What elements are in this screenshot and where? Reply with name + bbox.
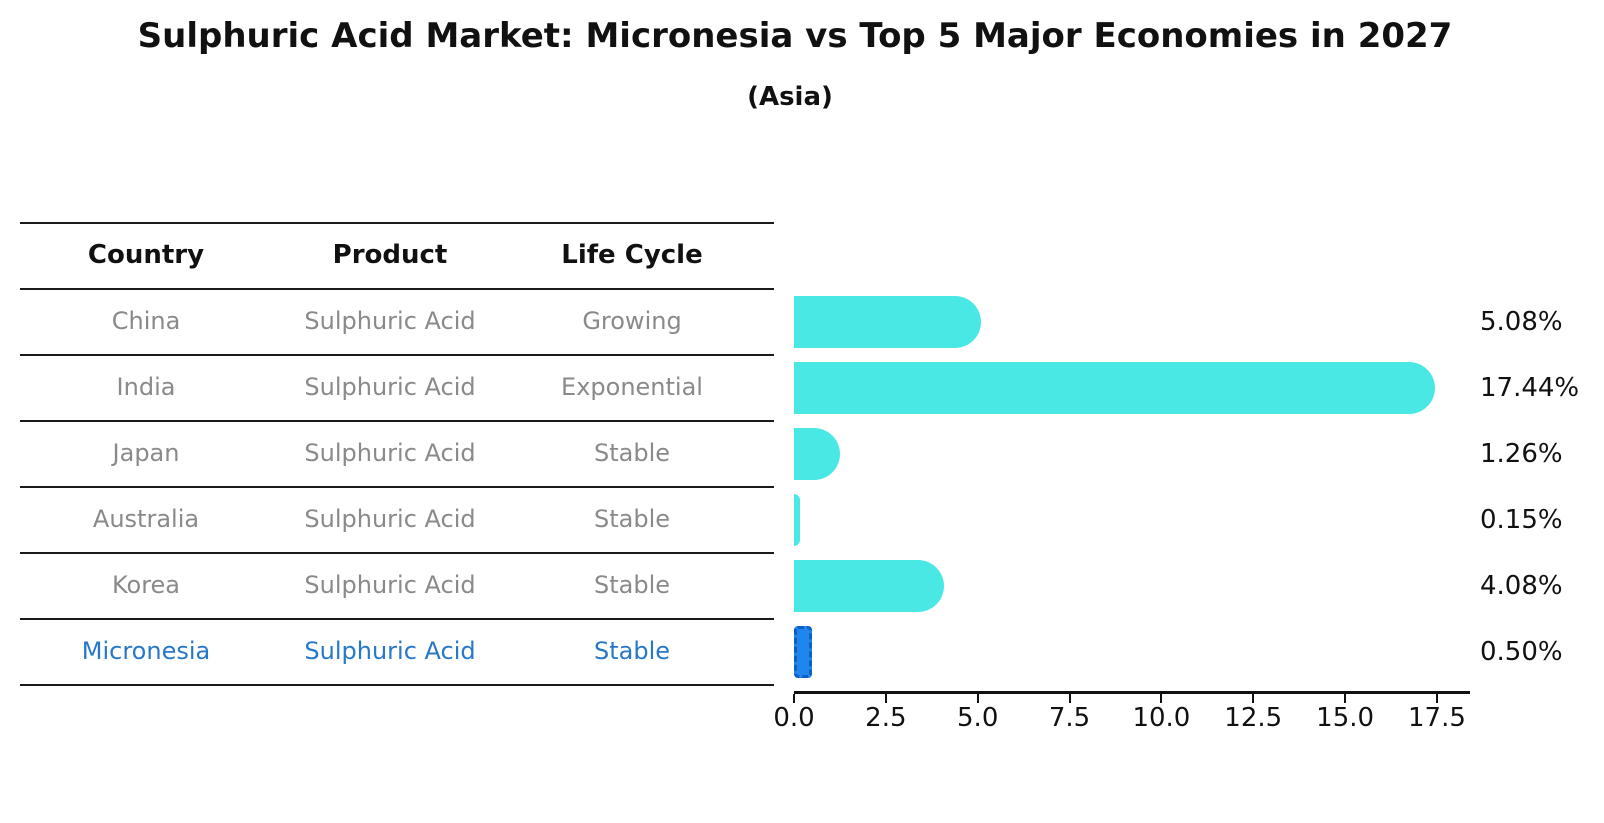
x-axis-tick [1344,694,1347,703]
table-header-product: Product [332,240,448,270]
table-row-divider [20,354,774,356]
x-axis-tick [1435,694,1438,703]
table-header-life-cycle: Life Cycle [561,240,703,270]
table-cell-product: Sulphuric Acid [304,307,476,335]
table-cell-country: Australia [92,505,200,533]
table-cell-life-cycle: Stable [593,505,671,533]
bar-india [794,362,1435,414]
x-axis-tick-label: 5.0 [957,703,999,733]
table-row-divider [20,222,774,224]
bar-japan [794,428,841,480]
bar-value-label: 0.15% [1480,505,1563,535]
bar-value-label: 17.44% [1480,373,1580,403]
bar-china [794,296,981,348]
bar-value-label: 4.08% [1480,571,1563,601]
x-axis-tick [1068,694,1071,703]
chart-subtitle: (Asia) [747,82,833,112]
table-cell-country: Korea [111,571,181,599]
table-row-divider [20,486,774,488]
table-cell-country: Japan [112,439,180,467]
table-cell-life-cycle: Stable [593,637,671,665]
x-axis-tick-label: 7.5 [1048,703,1091,733]
table-cell-product: Sulphuric Acid [304,637,476,665]
table-cell-product: Sulphuric Acid [304,571,476,599]
chart-title: Sulphuric Acid Market: Micronesia vs Top… [137,16,1453,56]
table-cell-country: Micronesia [81,637,211,665]
table-cell-life-cycle: Growing [582,307,682,335]
x-axis-tick [884,694,887,703]
table-cell-country: China [111,307,181,335]
table-row-divider [20,684,774,686]
table-cell-life-cycle: Stable [593,571,671,599]
table-cell-life-cycle: Stable [593,439,671,467]
x-axis-tick [793,694,795,703]
table-header-country: Country [87,240,205,270]
x-axis-tick [1252,694,1255,703]
table-cell-country: India [116,373,176,401]
x-axis-tick-label: 12.5 [1224,703,1283,733]
bar-australia [794,494,800,546]
x-axis-tick [1160,694,1163,703]
table-cell-product: Sulphuric Acid [304,439,476,467]
table-cell-product: Sulphuric Acid [304,373,476,401]
table-cell-life-cycle: Exponential [561,373,703,401]
table-row-divider [20,618,774,620]
x-axis-tick-label: 10.0 [1132,703,1191,733]
x-axis-tick-label: 17.5 [1407,703,1466,733]
bar-value-label: 5.08% [1480,307,1563,337]
bar-value-label: 0.50% [1480,637,1563,667]
table-row-divider [20,420,774,422]
x-axis-tick-label: 0.0 [773,703,815,733]
table-row-divider [20,288,774,290]
bar-korea [794,560,944,612]
x-axis-tick-label: 2.5 [865,703,907,733]
x-axis-tick-label: 15.0 [1316,703,1375,733]
bar-highlight-micronesia [794,626,813,678]
table-cell-product: Sulphuric Acid [304,505,476,533]
x-axis-tick [976,694,979,703]
x-axis-spine [794,691,1470,694]
bar-value-label: 1.26% [1480,439,1563,469]
table-row-divider [20,552,774,554]
